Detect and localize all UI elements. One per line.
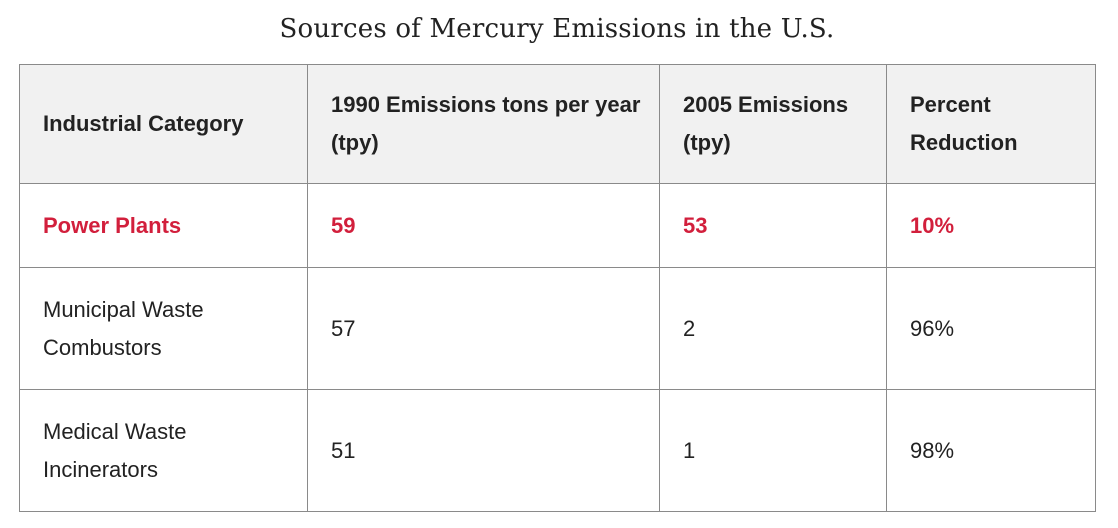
cell-1990-emissions: 51 — [307, 389, 660, 512]
table-header-row: Industrial Category 1990 Emissions tons … — [19, 64, 1096, 184]
table-row: Medical Waste Incinerators 51 1 98% — [19, 389, 1096, 512]
cell-percent-reduction: 98% — [886, 389, 1096, 512]
cell-category: Power Plants — [19, 183, 308, 268]
table-title: Sources of Mercury Emissions in the U.S. — [279, 14, 835, 44]
cell-2005-emissions: 1 — [659, 389, 887, 512]
cell-2005-emissions: 2 — [659, 267, 887, 390]
cell-1990-emissions: 57 — [307, 267, 660, 390]
cell-2005-emissions: 53 — [659, 183, 887, 268]
cell-percent-reduction: 10% — [886, 183, 1096, 268]
cell-category: Medical Waste Incinerators — [19, 389, 308, 512]
table-row: Power Plants 59 53 10% — [19, 183, 1096, 268]
cell-percent-reduction: 96% — [886, 267, 1096, 390]
header-industrial-category: Industrial Category — [19, 64, 308, 184]
header-2005-emissions: 2005 Emissions (tpy) — [659, 64, 887, 184]
header-percent-reduction: Percent Reduction — [886, 64, 1096, 184]
table-row: Municipal Waste Combustors 57 2 96% — [19, 267, 1096, 390]
cell-1990-emissions: 59 — [307, 183, 660, 268]
cell-category: Municipal Waste Combustors — [19, 267, 308, 390]
emissions-table: Industrial Category 1990 Emissions tons … — [19, 64, 1096, 512]
header-1990-emissions: 1990 Emissions tons per year (tpy) — [307, 64, 660, 184]
